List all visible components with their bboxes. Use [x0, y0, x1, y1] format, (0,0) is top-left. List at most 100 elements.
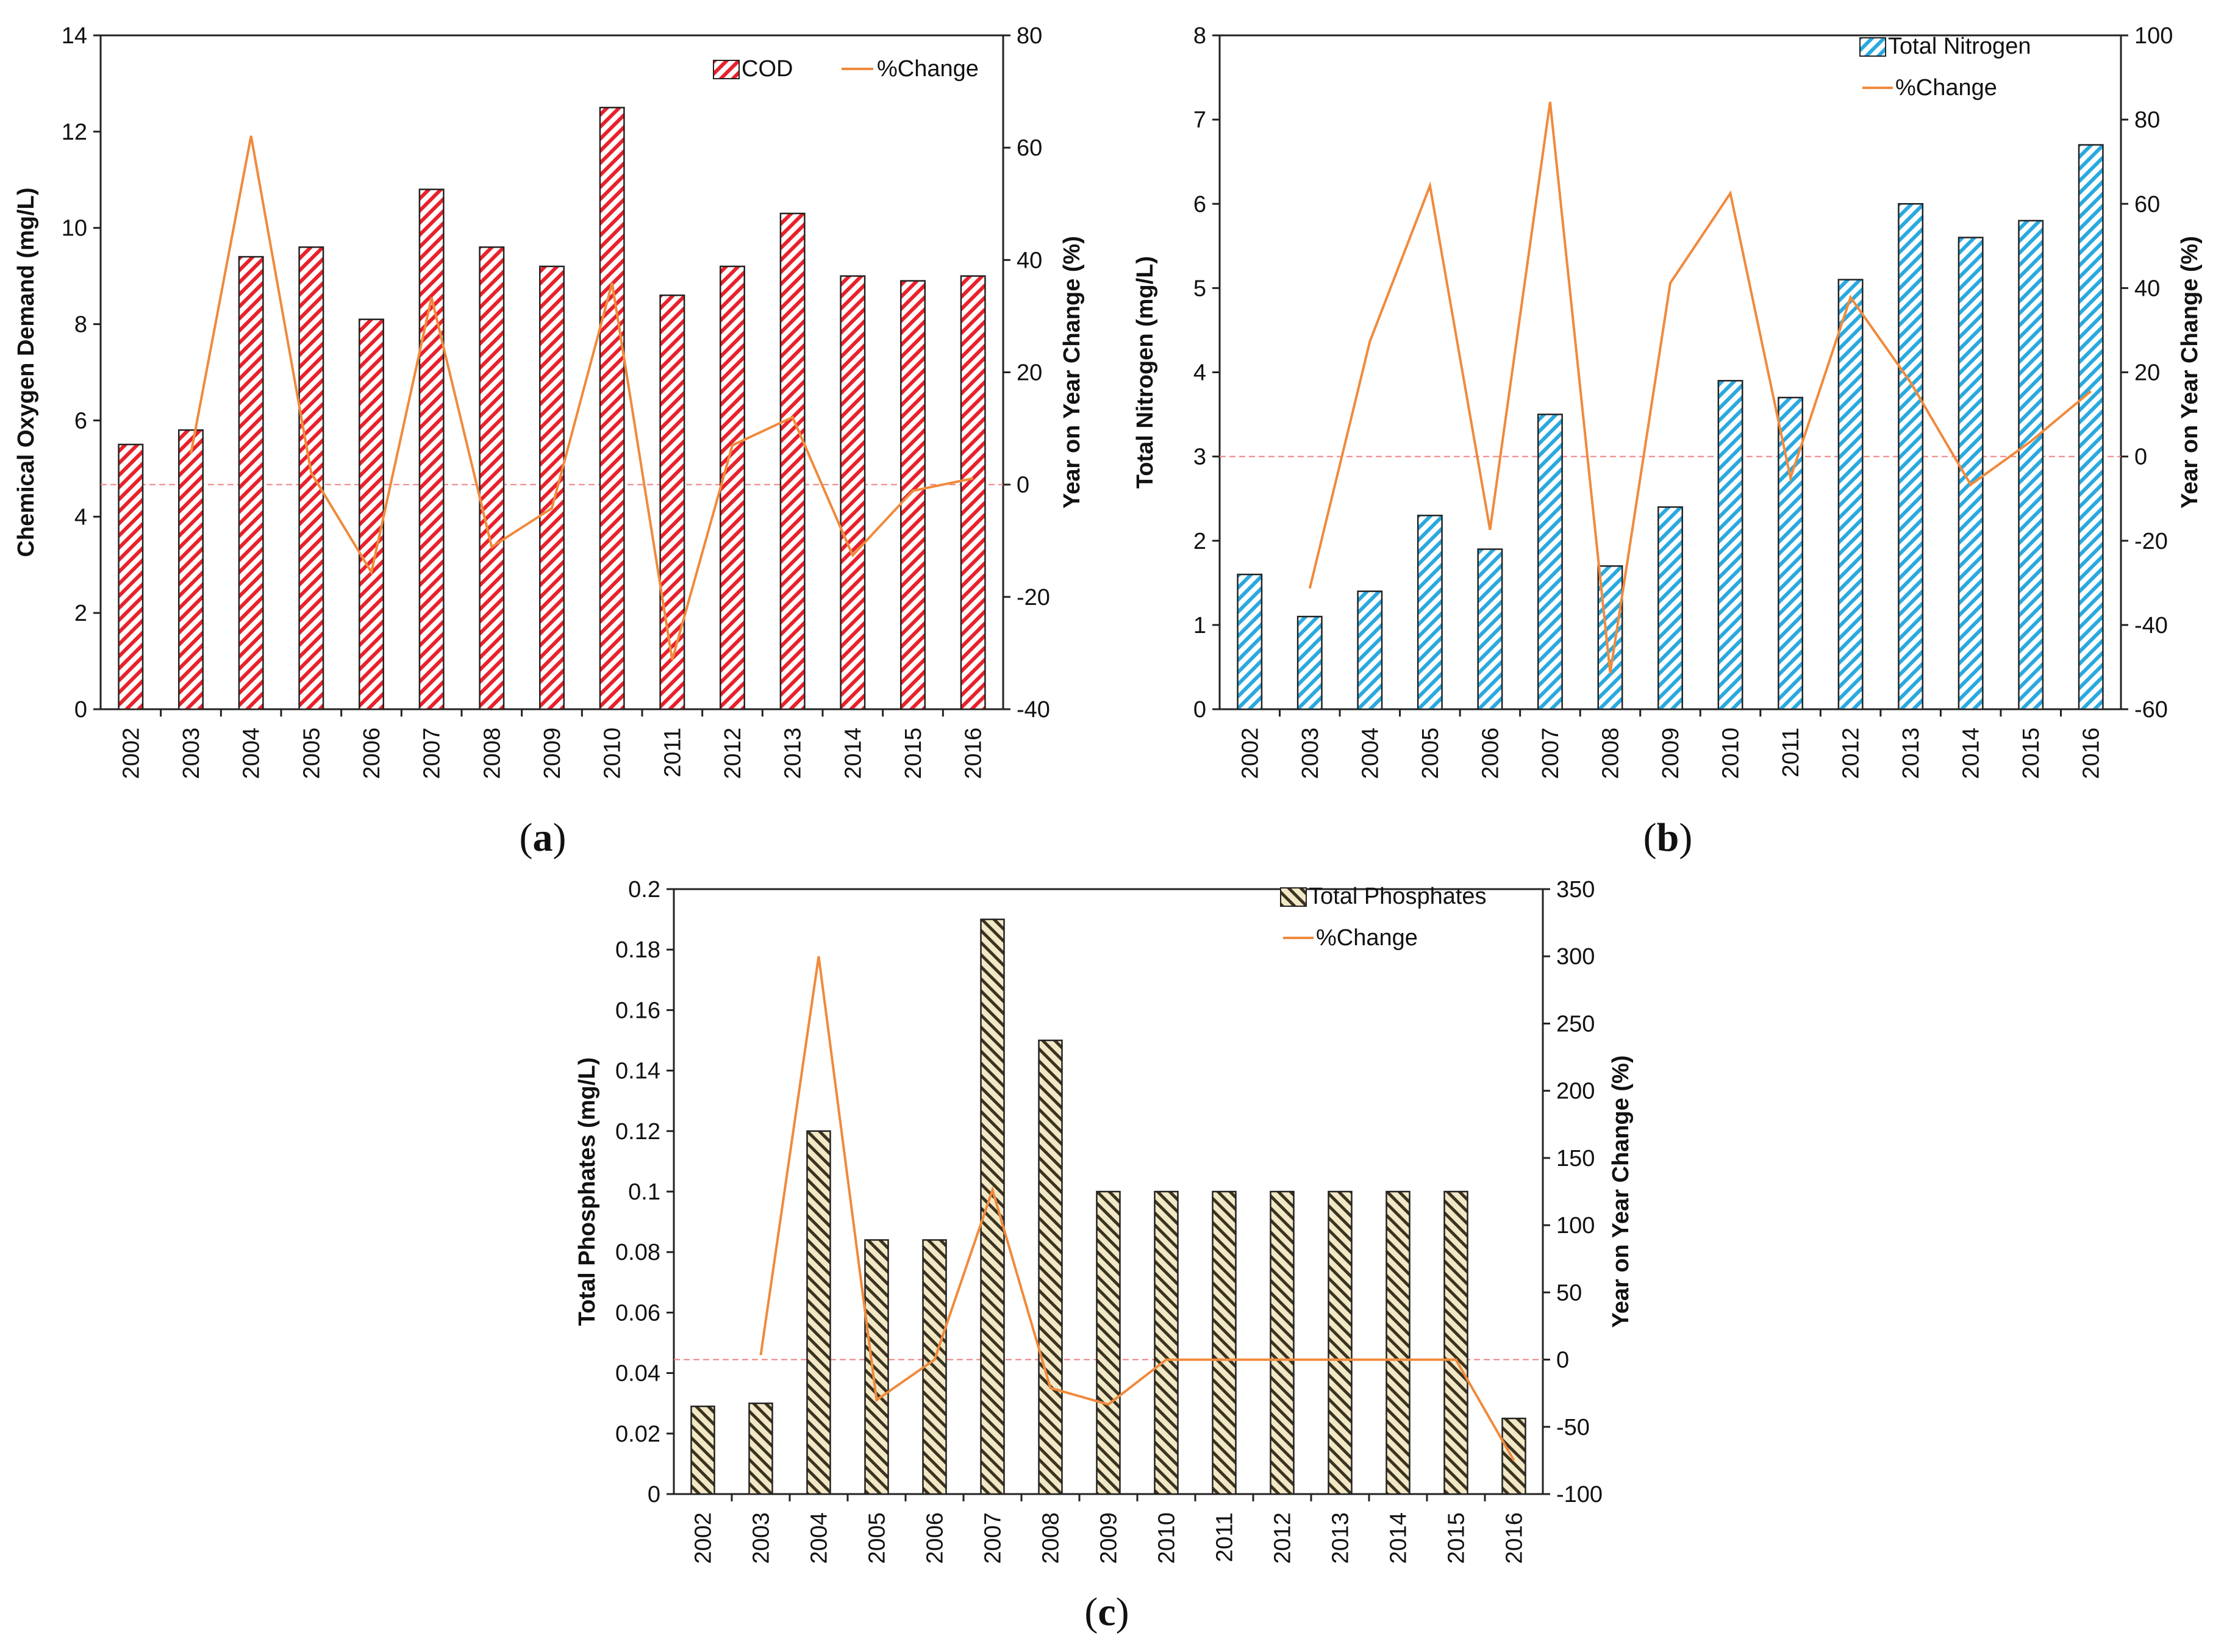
line-point [732, 445, 733, 446]
line-point [760, 1354, 761, 1356]
bar [1537, 413, 1563, 710]
y2-axis-label: Year on Year Change (%) [1059, 236, 1085, 509]
bar [1717, 380, 1743, 710]
bar [960, 275, 986, 710]
x-tick-label: 2014 [840, 728, 866, 779]
legend-swatch-bar [1280, 887, 1307, 907]
legend-label-line: %Change [1895, 75, 1997, 101]
x-tick-label: 2013 [1328, 1512, 1354, 1564]
y2-tick-label: 60 [2134, 191, 2160, 217]
bar [1898, 203, 1924, 710]
line-point [2090, 391, 2092, 392]
y-axis-label: Total Nitrogen (mg/L) [1132, 256, 1158, 488]
x-tick-label: 2004 [1357, 728, 1383, 779]
bar [2018, 220, 2044, 710]
bar [1958, 237, 1984, 710]
bar [1417, 515, 1443, 710]
y-tick-label: 0.02 [615, 1421, 660, 1447]
x-tick-label: 2003 [179, 728, 204, 779]
x-tick-label: 2003 [1298, 728, 1323, 779]
y2-tick-label: 40 [2134, 276, 2160, 301]
bar [779, 212, 806, 710]
panel-caption: (a) [520, 815, 567, 860]
x-tick-label: 2008 [479, 728, 505, 779]
y-tick-label: 6 [74, 408, 87, 434]
bar [118, 443, 144, 710]
x-tick-label: 2002 [691, 1512, 717, 1564]
y-tick-label: 12 [62, 120, 87, 145]
panel-caption: (c) [1084, 1590, 1129, 1634]
y2-tick-label: 20 [2134, 360, 2160, 386]
y-tick-label: 0 [1193, 697, 1206, 723]
legend-swatch-bar [713, 60, 740, 79]
bar [1237, 573, 1263, 710]
x-tick-label: 2006 [923, 1512, 948, 1564]
bar [238, 256, 264, 710]
y-tick-label: 3 [1193, 445, 1206, 470]
y-tick-label: 2 [74, 601, 87, 626]
y2-tick-label: 20 [1017, 360, 1042, 386]
bar [359, 318, 384, 710]
y2-tick-label: 200 [1556, 1079, 1595, 1104]
bar [1657, 506, 1683, 710]
bar [1386, 1190, 1411, 1495]
y-tick-label: 2 [1193, 529, 1206, 554]
legend: COD %Change [713, 56, 979, 82]
x-tick-label: 2005 [299, 728, 324, 779]
bar [659, 294, 685, 710]
legend-swatch-bar [1859, 37, 1886, 57]
y-tick-label: 4 [74, 504, 87, 530]
y2-tick-label: -20 [1017, 585, 1050, 610]
x-tick-label: 2007 [981, 1512, 1006, 1564]
bar [864, 1239, 889, 1495]
y2-tick-label: -50 [1556, 1415, 1590, 1440]
y2-tick-label: 50 [1556, 1280, 1582, 1306]
legend-label-bar: Total Nitrogen [1888, 34, 2031, 59]
bar [178, 429, 204, 710]
bar [418, 188, 445, 710]
legend-label-line: %Change [1316, 925, 1418, 951]
y-axis-label: Total Phosphates (mg/L) [574, 1057, 600, 1326]
x-tick-label: 2016 [961, 728, 987, 779]
bar [539, 265, 565, 710]
x-tick-label: 2009 [1658, 728, 1684, 779]
panel-caption: (b) [1643, 815, 1693, 860]
chart-panel-a: 0 2 4 6 8 10 12 14 -40 -20 0 20 40 60 80 2002 2003 2004 20… [13, 23, 1085, 860]
y-tick-label: 0.1 [628, 1179, 660, 1205]
x-tick-label: 2010 [1154, 1512, 1180, 1564]
bar [1212, 1190, 1237, 1495]
y-tick-label: 7 [1193, 107, 1206, 133]
x-tick-label: 2005 [865, 1512, 890, 1564]
y2-tick-label: 100 [2134, 23, 2173, 49]
chart-panel-b: 0 1 2 3 4 5 6 7 8 -60 -40 -20 0 20 40 60 80 100 2002 2003 20… [1132, 23, 2203, 860]
y2-tick-label: 0 [1556, 1348, 1569, 1373]
line-point [1166, 1359, 1167, 1361]
bar [599, 107, 625, 710]
y2-tick-label: 80 [1017, 23, 1042, 49]
x-tick-label: 2012 [720, 728, 746, 779]
bar [1837, 279, 1864, 710]
y-tick-label: 14 [62, 23, 87, 49]
y-tick-label: 8 [74, 312, 87, 338]
x-tick-label: 2012 [1839, 728, 1864, 779]
x-tick-label: 2002 [118, 728, 144, 779]
y-tick-label: 0.08 [615, 1240, 660, 1265]
line-point [1429, 185, 1431, 187]
y2-tick-label: 80 [2134, 107, 2160, 133]
legend: Total Nitrogen %Change [1859, 34, 2031, 101]
bar [922, 1239, 947, 1495]
line-point [912, 490, 914, 492]
bar [1270, 1190, 1295, 1495]
line-point [371, 571, 372, 573]
y-tick-label: 10 [62, 216, 87, 241]
x-tick-label: 2009 [1096, 1512, 1122, 1564]
y-tick-label: 6 [1193, 191, 1206, 217]
x-tick-label: 2011 [1778, 728, 1804, 778]
x-tick-label: 2011 [1212, 1512, 1238, 1562]
x-tick-label: 2010 [600, 728, 626, 779]
y2-tick-label: 60 [1017, 135, 1042, 161]
y-tick-label: 8 [1193, 23, 1206, 49]
legend-label-line: %Change [877, 56, 979, 82]
y-tick-label: 0 [74, 697, 87, 723]
